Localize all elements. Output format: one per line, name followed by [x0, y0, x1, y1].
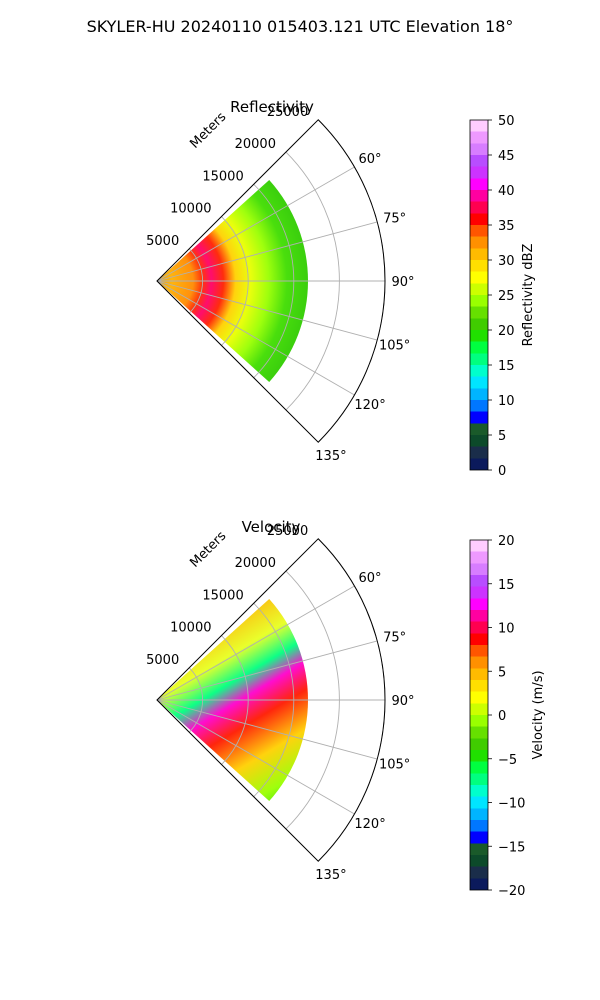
velocity-azimuth-spoke [156, 699, 355, 815]
reflectivity-azimuth-tick-label: 135° [315, 449, 346, 464]
velocity-colorbar-tick-label: 0 [498, 709, 506, 724]
reflectivity-range-tick-label: 5000 [146, 234, 179, 249]
velocity-range-labels: 5000 10000 15000 20000 25000 [146, 524, 308, 668]
velocity-range-tick-label: 15000 [202, 588, 243, 603]
velocity-range-tick-label: 5000 [146, 653, 179, 668]
reflectivity-colorbar-tick-label: 40 [498, 184, 515, 199]
velocity-range-tick-label: 10000 [170, 621, 211, 636]
reflectivity-colorbar-tick-label: 25 [498, 289, 515, 304]
velocity-azimuth-tick-label: 60° [359, 571, 382, 586]
reflectivity-azimuth-labels: 60° 75° 90° 105° 120° 135° [315, 152, 414, 464]
velocity-title: Velocity [242, 518, 301, 536]
velocity-azimuth-spoke [156, 699, 378, 760]
reflectivity-colorbar-tick-label: 30 [498, 254, 515, 269]
reflectivity-azimuth-tick-label: 60° [359, 152, 382, 167]
reflectivity-azimuth-tick-label: 105° [379, 339, 410, 354]
velocity-colorbar-tick-label: 10 [498, 622, 515, 637]
reflectivity-azimuth-tick-label: 75° [383, 211, 406, 226]
reflectivity-frame [156, 119, 386, 443]
reflectivity-colorbar-tick-label: 20 [498, 324, 515, 339]
reflectivity-colorbar-scale [469, 119, 489, 471]
reflectivity-colorbar-ticks: 0 5 10 15 20 25 30 35 40 45 50 [488, 114, 515, 479]
velocity-colorbar-label: Velocity (m/s) [531, 670, 546, 759]
velocity-colorbar-tick-label: −5 [498, 753, 517, 768]
reflectivity-colorbar-tick-label: 5 [498, 429, 506, 444]
velocity-azimuth-spoke [156, 640, 378, 701]
velocity-colorbar: −20 −15 −10 −5 0 5 10 15 20 Velocity (m/s) [469, 534, 546, 899]
velocity-azimuth-tick-label: 120° [354, 817, 385, 832]
reflectivity-colorbar: 0 5 10 15 20 25 30 35 40 45 50 Reflectivity dBZ [469, 114, 536, 479]
reflectivity-azimuth-spoke [156, 166, 355, 282]
reflectivity-range-tick-label: 15000 [202, 169, 243, 184]
velocity-colorbar-ticks: −20 −15 −10 −5 0 5 10 15 20 [488, 534, 525, 899]
reflectivity-radial-label: Meters [187, 109, 229, 151]
reflectivity-colorbar-tick-label: 15 [498, 359, 515, 374]
reflectivity-azimuth-spoke [156, 280, 378, 341]
reflectivity-azimuth-tick-label: 120° [354, 398, 385, 413]
velocity-azimuth-tick-label: 75° [383, 630, 406, 645]
reflectivity-range-tick-label: 25000 [267, 105, 308, 120]
velocity-range-tick-label: 25000 [267, 524, 308, 539]
velocity-colorbar-tick-label: −10 [498, 797, 525, 812]
reflectivity-colorbar-tick-label: 45 [498, 149, 515, 164]
velocity-azimuth-labels: 60° 75° 90° 105° 120° 135° [315, 571, 414, 883]
reflectivity-azimuth-tick-label: 90° [391, 275, 414, 290]
velocity-colorbar-tick-label: 15 [498, 578, 515, 593]
velocity-colorbar-tick-label: 20 [498, 534, 515, 549]
velocity-azimuth-spoke [156, 585, 355, 701]
velocity-panel: Velocity 5000 10000 15000 20000 25000 60° 75°… [146, 518, 414, 883]
reflectivity-title: Reflectivity [230, 98, 314, 116]
velocity-radial-label: Meters [187, 528, 229, 570]
reflectivity-azimuth-spoke [156, 221, 378, 282]
reflectivity-colorbar-tick-label: 10 [498, 394, 515, 409]
velocity-grid [156, 538, 386, 862]
velocity-azimuth-tick-label: 135° [315, 868, 346, 883]
velocity-colorbar-tick-label: −15 [498, 840, 525, 855]
reflectivity-sector-outline [156, 119, 386, 443]
reflectivity-grid [156, 119, 386, 443]
velocity-colorbar-scale [469, 539, 489, 891]
velocity-frame [156, 538, 386, 862]
velocity-range-tick-label: 20000 [235, 556, 276, 571]
reflectivity-azimuth-spoke [156, 280, 355, 396]
velocity-sector-outline [156, 538, 386, 862]
reflectivity-range-labels: 5000 10000 15000 20000 25000 [146, 105, 308, 249]
velocity-colorbar-tick-label: 5 [498, 665, 506, 680]
velocity-azimuth-tick-label: 90° [391, 694, 414, 709]
reflectivity-colorbar-tick-label: 0 [498, 464, 506, 479]
velocity-colorbar-tick-label: −20 [498, 884, 525, 899]
figure-title: SKYLER-HU 20240110 015403.121 UTC Elevat… [87, 17, 514, 36]
reflectivity-colorbar-label: Reflectivity dBZ [521, 244, 536, 347]
velocity-azimuth-tick-label: 105° [379, 758, 410, 773]
reflectivity-panel: Reflectivity 5000 10000 15000 20000 25000 60… [146, 98, 414, 464]
reflectivity-range-tick-label: 10000 [170, 202, 211, 217]
reflectivity-colorbar-tick-label: 50 [498, 114, 515, 129]
reflectivity-range-tick-label: 20000 [235, 137, 276, 152]
reflectivity-colorbar-tick-label: 35 [498, 219, 515, 234]
